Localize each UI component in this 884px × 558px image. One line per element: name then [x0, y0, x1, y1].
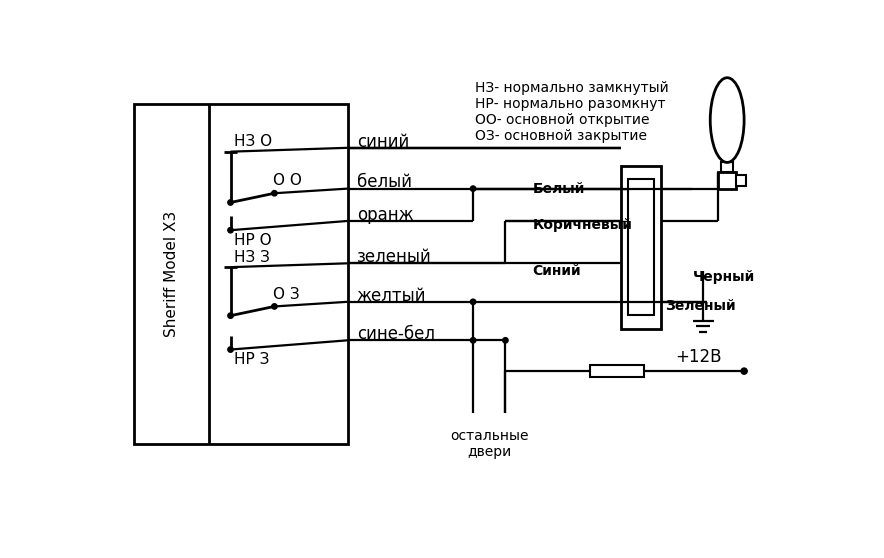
Text: оранж: оранж	[357, 206, 414, 224]
Circle shape	[271, 304, 277, 309]
Text: зеленый: зеленый	[357, 248, 431, 266]
Bar	[134, 104, 347, 444]
Text: Коричневый: Коричневый	[532, 218, 632, 232]
Circle shape	[503, 338, 508, 343]
Text: НЗ- нормально замкнутый
НР- нормально разомкнут
ОО- основной открытие
ОЗ- основн: НЗ- нормально замкнутый НР- нормально ра…	[475, 81, 668, 143]
Text: сине-бел: сине-бел	[357, 325, 435, 343]
Text: НР З: НР З	[233, 352, 269, 367]
Text: Белый: Белый	[532, 181, 584, 196]
Bar	[718, 172, 736, 189]
Circle shape	[470, 186, 476, 191]
Text: НР О: НР О	[233, 233, 271, 248]
Text: Синий: Синий	[532, 264, 581, 278]
Bar	[628, 179, 654, 315]
Text: синий: синий	[357, 133, 409, 151]
Bar	[621, 166, 661, 329]
Text: остальные
двери: остальные двери	[450, 429, 529, 459]
Bar	[591, 365, 644, 377]
Text: Sheriff Model X3: Sheriff Model X3	[164, 211, 179, 337]
Bar	[721, 162, 734, 172]
Bar	[736, 175, 745, 186]
Text: НЗ З: НЗ З	[233, 249, 270, 264]
Circle shape	[228, 313, 233, 319]
Circle shape	[470, 299, 476, 305]
Text: НЗ О: НЗ О	[233, 134, 271, 149]
Text: Зеленый: Зеленый	[665, 299, 735, 312]
Circle shape	[741, 368, 747, 374]
Text: О О: О О	[273, 174, 301, 189]
Text: Черный: Черный	[693, 270, 756, 284]
Circle shape	[228, 200, 233, 205]
Circle shape	[228, 228, 233, 233]
Circle shape	[271, 190, 277, 196]
Text: белый: белый	[357, 174, 412, 191]
Circle shape	[228, 347, 233, 352]
Text: О З: О З	[273, 287, 300, 302]
Ellipse shape	[710, 78, 744, 162]
Text: желтый: желтый	[357, 287, 426, 305]
Text: +12В: +12В	[674, 348, 721, 366]
Circle shape	[470, 338, 476, 343]
